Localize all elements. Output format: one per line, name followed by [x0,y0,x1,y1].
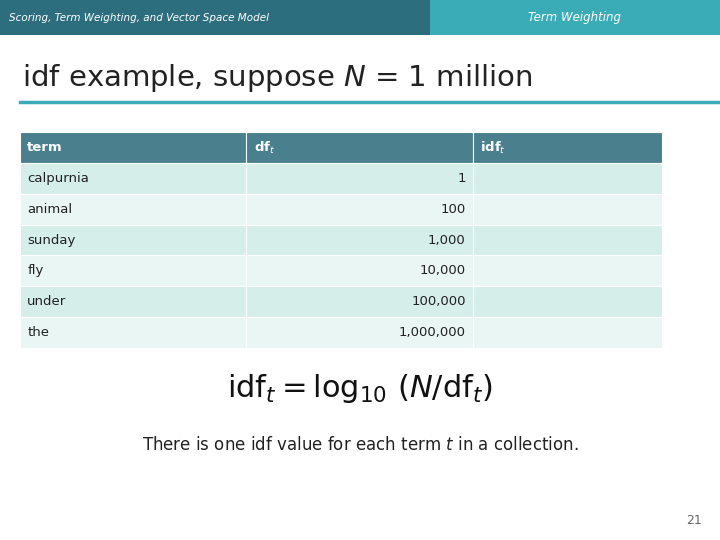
Text: df$_t$: df$_t$ [253,140,275,156]
Text: 1: 1 [457,172,466,185]
FancyBboxPatch shape [473,132,662,163]
Text: 100: 100 [441,202,466,216]
FancyBboxPatch shape [473,317,662,348]
FancyBboxPatch shape [20,255,246,286]
FancyBboxPatch shape [246,317,473,348]
Text: idf example, suppose $\mathit{N}$ = 1 million: idf example, suppose $\mathit{N}$ = 1 mi… [22,62,532,94]
FancyBboxPatch shape [20,317,246,348]
FancyBboxPatch shape [246,255,473,286]
FancyBboxPatch shape [473,163,662,194]
Text: There is one idf value for each term $\mathit{t}$ in a collection.: There is one idf value for each term $\m… [142,436,578,455]
Text: idf$_t$: idf$_t$ [480,140,506,156]
FancyBboxPatch shape [246,286,473,317]
Text: animal: animal [27,202,73,216]
Text: fly: fly [27,264,44,278]
Text: 10,000: 10,000 [420,264,466,278]
Text: the: the [27,326,50,339]
FancyBboxPatch shape [246,194,473,225]
Text: 1,000,000: 1,000,000 [399,326,466,339]
FancyBboxPatch shape [20,225,246,255]
Text: Term Weighting: Term Weighting [528,11,621,24]
FancyBboxPatch shape [473,255,662,286]
FancyBboxPatch shape [20,163,246,194]
FancyBboxPatch shape [246,163,473,194]
Text: Scoring, Term Weighting, and Vector Space Model: Scoring, Term Weighting, and Vector Spac… [9,12,269,23]
FancyBboxPatch shape [473,225,662,255]
FancyBboxPatch shape [20,286,246,317]
FancyBboxPatch shape [473,194,662,225]
FancyBboxPatch shape [430,0,720,35]
FancyBboxPatch shape [473,286,662,317]
Text: under: under [27,295,67,308]
Text: calpurnia: calpurnia [27,172,89,185]
Text: $\mathrm{idf}_t = \log_{10}\,(\mathit{N}/\mathrm{df}_t)$: $\mathrm{idf}_t = \log_{10}\,(\mathit{N}… [227,372,493,406]
FancyBboxPatch shape [246,132,473,163]
FancyBboxPatch shape [20,194,246,225]
Text: term: term [27,141,63,154]
Text: 1,000: 1,000 [428,233,466,247]
Text: sunday: sunday [27,233,76,247]
FancyBboxPatch shape [246,225,473,255]
Text: 100,000: 100,000 [411,295,466,308]
FancyBboxPatch shape [20,132,246,163]
FancyBboxPatch shape [0,0,430,35]
Text: 21: 21 [686,514,702,526]
